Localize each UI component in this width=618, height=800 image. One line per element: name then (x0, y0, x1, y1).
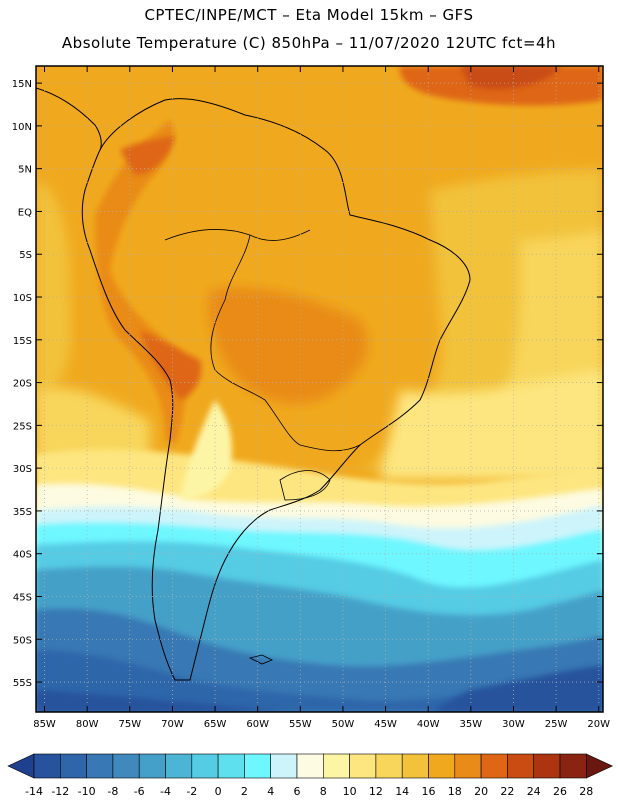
colorbar-label: 0 (215, 785, 222, 798)
lat-label: 40S (13, 550, 32, 561)
lat-label: EQ (18, 207, 32, 218)
brazil-border (164, 229, 361, 452)
lon-label: 75W (118, 719, 141, 730)
lon-label: 70W (161, 719, 184, 730)
lon-label: 55W (289, 719, 312, 730)
central-america-outline (36, 87, 102, 151)
colorbar-label: 18 (448, 785, 462, 798)
colorbar-swatch (559, 753, 587, 779)
lon-label: 25W (545, 719, 568, 730)
colorbar-swatch (507, 753, 534, 779)
lon-label: 80W (76, 719, 99, 730)
chart-subtitle: Absolute Temperature (C) 850hPa – 11/07/… (61, 34, 557, 52)
colorbar-label: 28 (579, 785, 593, 798)
colorbar-label: -14 (25, 785, 43, 798)
colorbar-label: 24 (527, 785, 541, 798)
lat-label: 10N (12, 122, 32, 133)
lat-label: 5N (18, 165, 32, 176)
colorbar-label: 6 (294, 785, 301, 798)
colorbar-label: -6 (134, 785, 145, 798)
colorbar-label: -12 (51, 785, 69, 798)
lat-lon-grid (36, 66, 603, 712)
colorbar-swatch (454, 753, 482, 779)
lon-label: 65W (204, 719, 227, 730)
lat-label: 20S (13, 379, 32, 390)
colorbar-label: 10 (343, 785, 357, 798)
colorbar-swatch (59, 753, 87, 779)
uruguay-border (279, 470, 331, 501)
colorbar-arrow-right (585, 753, 614, 779)
lon-label: 50W (332, 719, 355, 730)
colorbar-label: -8 (107, 785, 118, 798)
lat-label: 30S (13, 464, 32, 475)
colorbar-swatch (138, 753, 166, 779)
colorbar-label: 8 (320, 785, 327, 798)
longitude-labels: 85W 80W 75W 70W 65W 60W 55W 50W 45W 40W 35W 30W 25W 2… (33, 719, 610, 730)
plot-frame (35, 65, 604, 713)
lon-label: 85W (33, 719, 56, 730)
south-america-coastline (81, 98, 471, 681)
colorbar-swatch (480, 753, 508, 779)
colorbar-swatch (375, 753, 403, 779)
colorbar-label: -10 (78, 785, 96, 798)
colorbar-label: -4 (160, 785, 171, 798)
colorbar-label: 2 (241, 785, 248, 798)
colorbar-label: 14 (395, 785, 409, 798)
lat-label: 15S (13, 336, 32, 347)
map-ticks (36, 66, 603, 712)
lon-label: 40W (417, 719, 440, 730)
colorbar-swatch (322, 753, 350, 779)
colorbar-label: 22 (500, 785, 514, 798)
lon-label: 30W (502, 719, 525, 730)
colorbar-label: 26 (553, 785, 567, 798)
lat-label: 10S (13, 293, 32, 304)
colorbar-swatch (349, 753, 377, 779)
colorbar-swatch (270, 753, 298, 779)
lon-label: 60W (246, 719, 269, 730)
colorbar-label: 12 (369, 785, 383, 798)
temperature-field (36, 66, 603, 712)
colorbar-arrow-left (7, 753, 35, 779)
colorbar-swatch (191, 753, 219, 779)
colorbar-swatch (112, 753, 140, 779)
colorbar-label: 16 (422, 785, 436, 798)
colorbar-swatch (296, 753, 324, 779)
lat-label: 50S (13, 635, 32, 646)
colorbar-swatch (86, 753, 114, 779)
lon-label: 35W (460, 719, 483, 730)
lat-label: 45S (13, 592, 32, 603)
colorbar-swatch (165, 753, 193, 779)
colorbar-swatch (217, 753, 245, 779)
lat-label: 15N (12, 79, 32, 90)
colorbar-swatch (533, 753, 561, 779)
colorbar-label: -2 (186, 785, 197, 798)
chart-title: CPTEC/INPE/MCT – Eta Model 15km – GFS (144, 6, 474, 24)
colorbar: -14 -12 -10 -8 -6 -4 -2 0 2 4 6 8 10 12 14 16 18 20 22 24 26… (7, 753, 614, 798)
colorbar-swatch (428, 753, 456, 779)
colorbar-swatch (33, 753, 61, 779)
colorbar-swatch (401, 753, 429, 779)
lon-label: 45W (374, 719, 397, 730)
colorbar-swatch (244, 753, 271, 779)
latitude-labels: 15N 10N 5N EQ 5S 10S 15S 20S 25S 30S 35S 40S 45S 50S 5… (12, 79, 32, 689)
colorbar-label: 4 (267, 785, 274, 798)
lat-label: 55S (13, 678, 32, 689)
lat-label: 35S (13, 507, 32, 518)
colorbar-label: 20 (474, 785, 488, 798)
lat-label: 25S (13, 421, 32, 432)
lat-label: 5S (19, 250, 32, 261)
lon-label: 20W (587, 719, 610, 730)
